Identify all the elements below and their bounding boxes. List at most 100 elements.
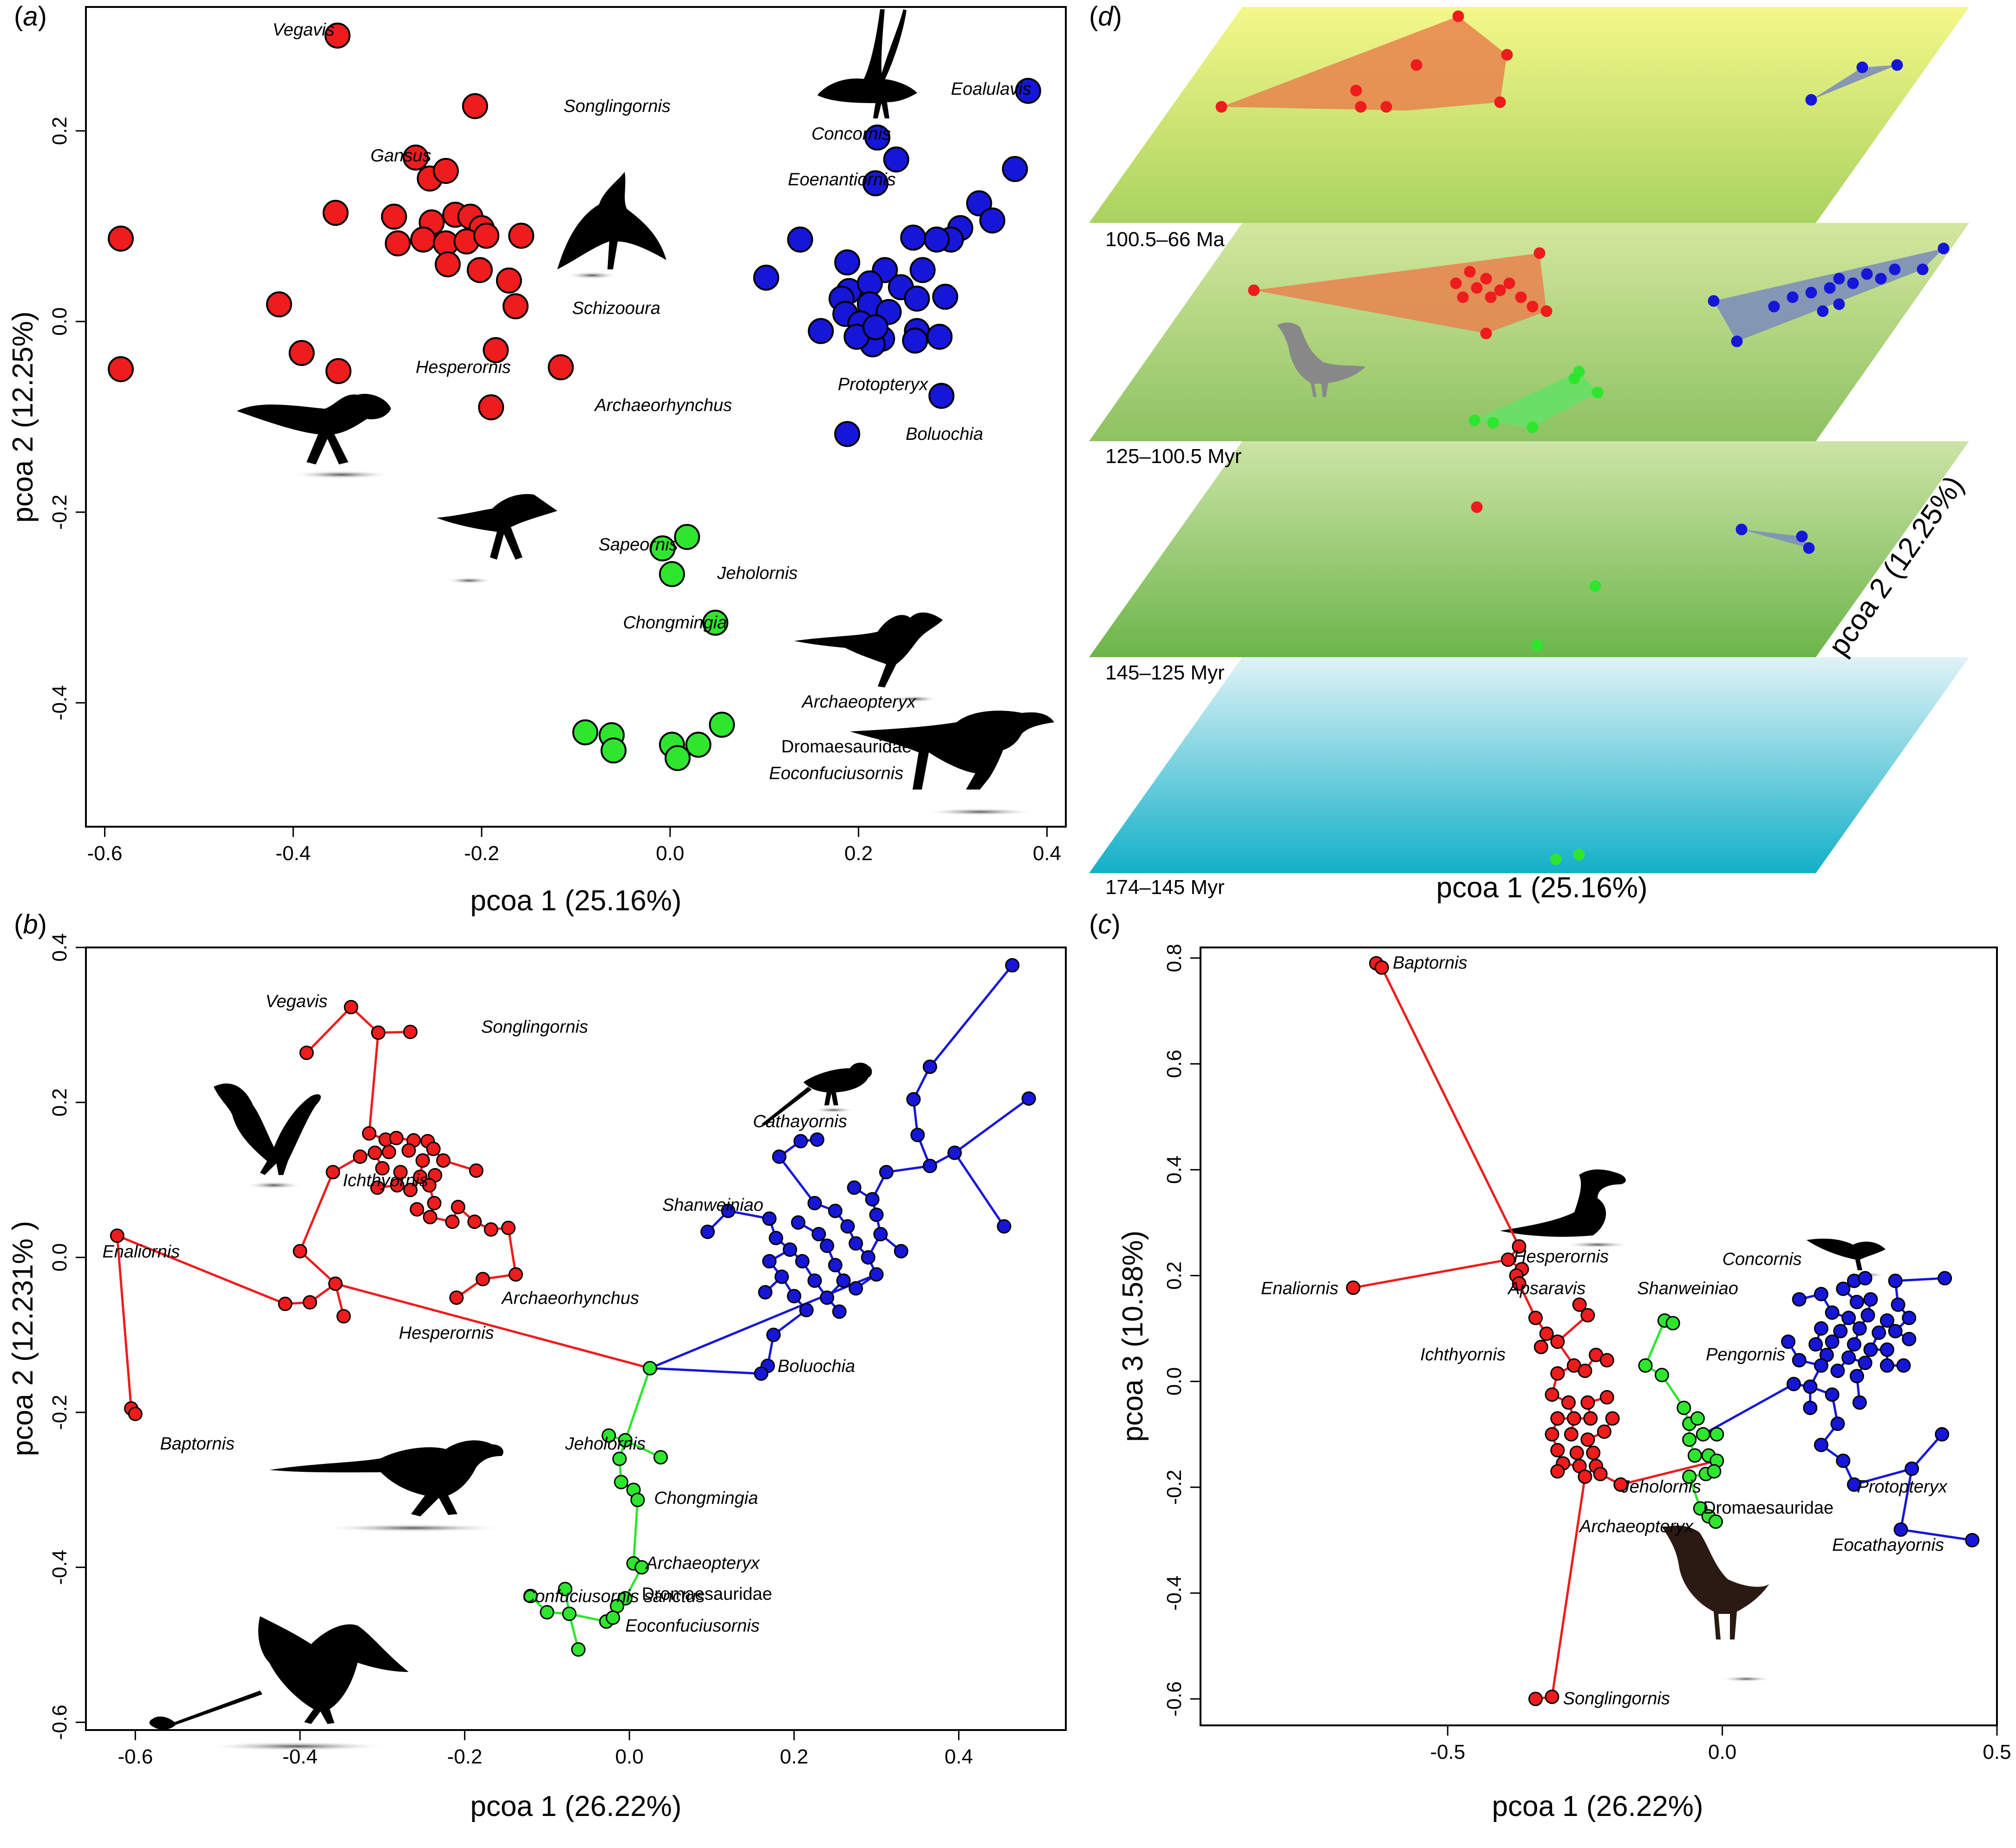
- data-point: [483, 337, 509, 363]
- data-point: [1471, 282, 1483, 294]
- taxon-label: Shanweiniao: [662, 1195, 763, 1215]
- data-point: [1545, 1387, 1559, 1402]
- data-point: [367, 1145, 382, 1160]
- tree-edge: [632, 1500, 639, 1564]
- tree-edge: [929, 964, 1013, 1068]
- data-point: [828, 1258, 843, 1273]
- data-point: [1875, 273, 1887, 285]
- data-point: [612, 1451, 627, 1466]
- data-point: [467, 1215, 482, 1229]
- bird-silhouette-icon: [557, 172, 666, 279]
- data-point: [375, 1161, 390, 1175]
- data-point: [653, 1450, 668, 1465]
- data-point: [869, 1267, 884, 1282]
- data-point: [422, 1178, 437, 1193]
- taxon-label: Boluochia: [777, 1357, 855, 1376]
- bird-silhouette-icon: [1807, 1239, 1886, 1278]
- data-point: [1896, 1358, 1911, 1373]
- data-point: [910, 1128, 925, 1143]
- taxon-label: Archaeopteryx: [801, 692, 917, 712]
- time-slice-plane-174-145: [1089, 657, 1969, 873]
- data-point: [1861, 268, 1873, 280]
- taxon-label: Eoconfuciusornis: [625, 1616, 759, 1636]
- data-point: [1355, 101, 1367, 113]
- data-point: [1841, 1350, 1856, 1365]
- data-point: [1707, 1464, 1722, 1479]
- time-slice-plane-125-100: [1089, 223, 1969, 441]
- data-point: [1847, 277, 1859, 289]
- period-label: 145–125 Myr: [1105, 661, 1225, 684]
- data-point: [1605, 1411, 1620, 1426]
- data-point: [769, 1231, 783, 1246]
- y-tick-label: -0.4: [48, 1550, 71, 1585]
- data-point: [1215, 101, 1227, 113]
- taxon-label: Confuciusornis sanctus: [522, 1587, 705, 1606]
- data-point: [810, 1132, 825, 1147]
- data-point: [1545, 1427, 1559, 1442]
- data-marks: Vegavis Songlingornis Gansus Eoalulavis Conc…: [108, 20, 1041, 783]
- tree-edge: [117, 1234, 286, 1305]
- data-point: [1965, 1533, 1980, 1548]
- taxon-label: Eoconfuciusornis: [769, 764, 903, 783]
- bird-silhouette-icon: [214, 1083, 321, 1189]
- bird-silhouette-icon: [437, 494, 557, 584]
- tree-edge: [1895, 1277, 1945, 1282]
- data-point: [1938, 1271, 1952, 1286]
- taxon-label: Archaeorhynchus: [594, 396, 732, 415]
- data-point: [1580, 1395, 1595, 1410]
- data-point: [840, 1219, 855, 1234]
- bird-silhouette-icon: [149, 1616, 409, 1751]
- data-point: [483, 1222, 498, 1237]
- data-point: [1528, 1311, 1543, 1326]
- data-point: [288, 340, 315, 366]
- data-point: [1781, 1334, 1796, 1349]
- tree-edge: [1353, 1258, 1508, 1289]
- taxon-label: Eocathayornis: [1832, 1535, 1944, 1555]
- plot-frame: [85, 947, 1067, 1731]
- period-label: 174–145 Myr: [1105, 876, 1225, 899]
- data-point: [1836, 1281, 1851, 1296]
- silhouettes: [237, 9, 1054, 816]
- data-point: [791, 1215, 806, 1230]
- data-point: [1021, 1091, 1036, 1106]
- taxon-label: Hesperornis: [1514, 1247, 1609, 1267]
- taxon-label: Pengornis: [1706, 1345, 1785, 1365]
- data-point: [1550, 1464, 1565, 1479]
- data-point: [562, 1606, 577, 1621]
- data-point: [1803, 1400, 1818, 1415]
- data-point: [523, 1588, 538, 1603]
- tree-edge: [1911, 1433, 1943, 1470]
- data-point: [110, 1228, 124, 1243]
- data-point: [322, 200, 349, 226]
- taxon-label: Dromaesauridae: [642, 1585, 772, 1604]
- data-point: [1787, 291, 1799, 303]
- data-point: [1512, 1276, 1527, 1291]
- data-point: [1852, 1395, 1867, 1410]
- data-point: [848, 1281, 863, 1296]
- taxon-label: Gansus: [371, 146, 431, 165]
- data-point: [278, 1296, 293, 1311]
- data-point: [1410, 59, 1422, 71]
- data-point: [865, 1192, 880, 1207]
- data-point: [1005, 958, 1020, 973]
- data-point: [1825, 1305, 1840, 1320]
- data-point: [820, 1238, 835, 1253]
- data-point: [979, 207, 1005, 234]
- data-point: [922, 1158, 937, 1173]
- data-point: [758, 1285, 773, 1299]
- data-point: [1512, 1239, 1527, 1254]
- data-point: [1533, 1339, 1548, 1354]
- taxon-label: Archaeopteryx: [645, 1554, 761, 1573]
- tree-edge: [1703, 1383, 1794, 1436]
- data-point: [1655, 1368, 1670, 1383]
- data-point: [1889, 263, 1901, 275]
- data-point: [828, 1203, 843, 1218]
- taxon-label: Vegavis: [266, 992, 328, 1011]
- x-tick-label: 0.4: [1033, 842, 1061, 865]
- data-point: [1677, 1400, 1691, 1415]
- data-point: [808, 318, 834, 344]
- panel-b: (b) -0.6 -0.4 -0.2 0.0 0.2 0.4-0.6-0.4-0.20.0…: [7, 909, 1067, 1822]
- data-point: [1533, 247, 1546, 259]
- tree-edge: [299, 1250, 336, 1285]
- silhouettes: [1500, 1169, 1886, 1682]
